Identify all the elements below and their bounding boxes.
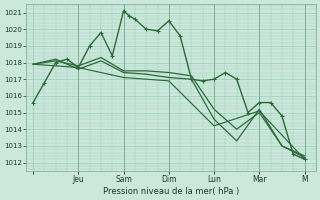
- X-axis label: Pression niveau de la mer( hPa ): Pression niveau de la mer( hPa ): [103, 187, 239, 196]
